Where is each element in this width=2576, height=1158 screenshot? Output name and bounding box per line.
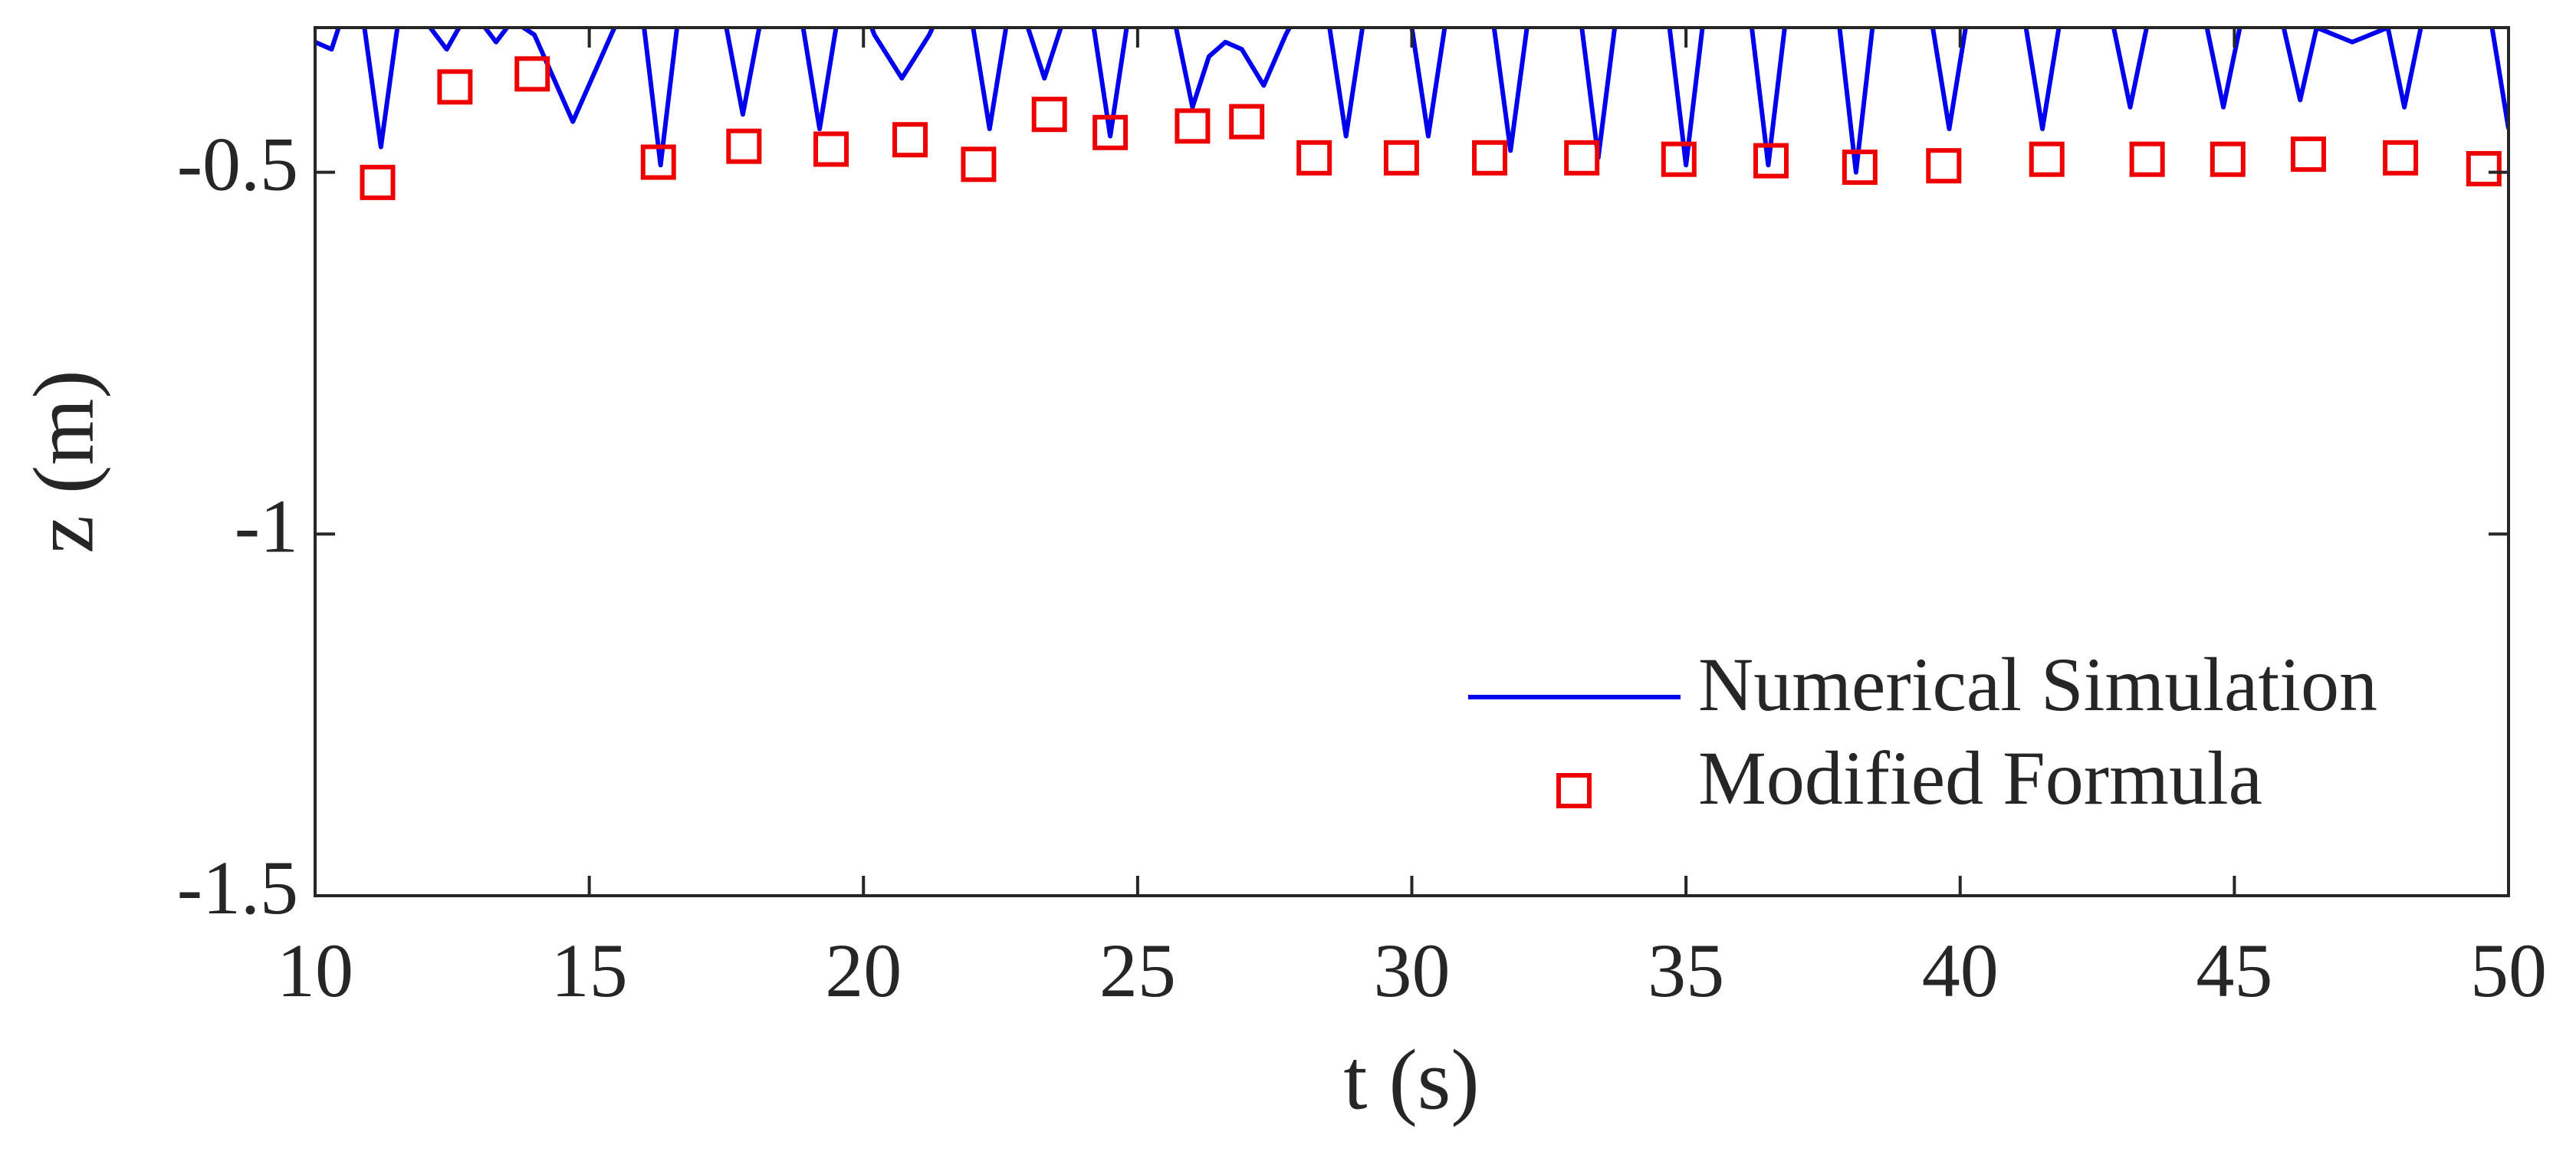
x-tick-label: 45 bbox=[2196, 928, 2272, 1013]
x-tick-label: 25 bbox=[1099, 928, 1176, 1013]
x-tick-label: 35 bbox=[1648, 928, 1724, 1013]
square-marker bbox=[1472, 140, 1508, 176]
y-tick-label: -1 bbox=[235, 483, 298, 568]
x-tick-label: 50 bbox=[2470, 928, 2547, 1013]
square-marker bbox=[1031, 97, 1067, 133]
plot-content bbox=[315, 28, 2509, 200]
square-marker bbox=[961, 146, 997, 183]
square-marker bbox=[1842, 150, 1878, 186]
square-marker bbox=[514, 56, 550, 92]
x-tick-label: 20 bbox=[825, 928, 902, 1013]
square-marker bbox=[2129, 141, 2165, 177]
x-tick-label: 30 bbox=[1374, 928, 1451, 1013]
legend-label: Numerical Simulation bbox=[1698, 642, 2377, 727]
square-marker bbox=[1383, 140, 1419, 176]
square-marker bbox=[2029, 141, 2065, 177]
y-tick-label: -1.5 bbox=[177, 845, 298, 930]
square-marker bbox=[2210, 141, 2246, 177]
square-marker bbox=[813, 131, 849, 167]
square-marker bbox=[2383, 140, 2419, 176]
square-marker bbox=[1661, 141, 1697, 177]
square-marker bbox=[726, 128, 762, 164]
square-marker bbox=[2290, 137, 2326, 173]
x-tick-label: 40 bbox=[1922, 928, 1999, 1013]
square-marker bbox=[1296, 140, 1332, 176]
y-tick-label: -0.5 bbox=[177, 122, 298, 207]
series-line bbox=[315, 28, 2509, 175]
square-marker bbox=[437, 69, 473, 105]
square-marker bbox=[360, 164, 396, 200]
square-marker bbox=[1092, 114, 1129, 150]
square-marker bbox=[640, 144, 676, 180]
square-marker bbox=[1753, 143, 1789, 179]
x-tick-label: 15 bbox=[551, 928, 628, 1013]
square-marker bbox=[892, 122, 928, 158]
x-tick-label: 10 bbox=[277, 928, 353, 1013]
square-marker bbox=[2466, 150, 2502, 186]
square-marker bbox=[1175, 108, 1211, 144]
x-axis-label: t (s) bbox=[1343, 1033, 1479, 1128]
square-marker bbox=[1926, 148, 1962, 184]
y-axis-label: z (m) bbox=[17, 370, 112, 553]
square-marker bbox=[1564, 140, 1600, 176]
legend-marker bbox=[1556, 773, 1592, 808]
legend-label: Modified Formula bbox=[1698, 735, 2262, 821]
square-marker bbox=[1229, 104, 1265, 140]
